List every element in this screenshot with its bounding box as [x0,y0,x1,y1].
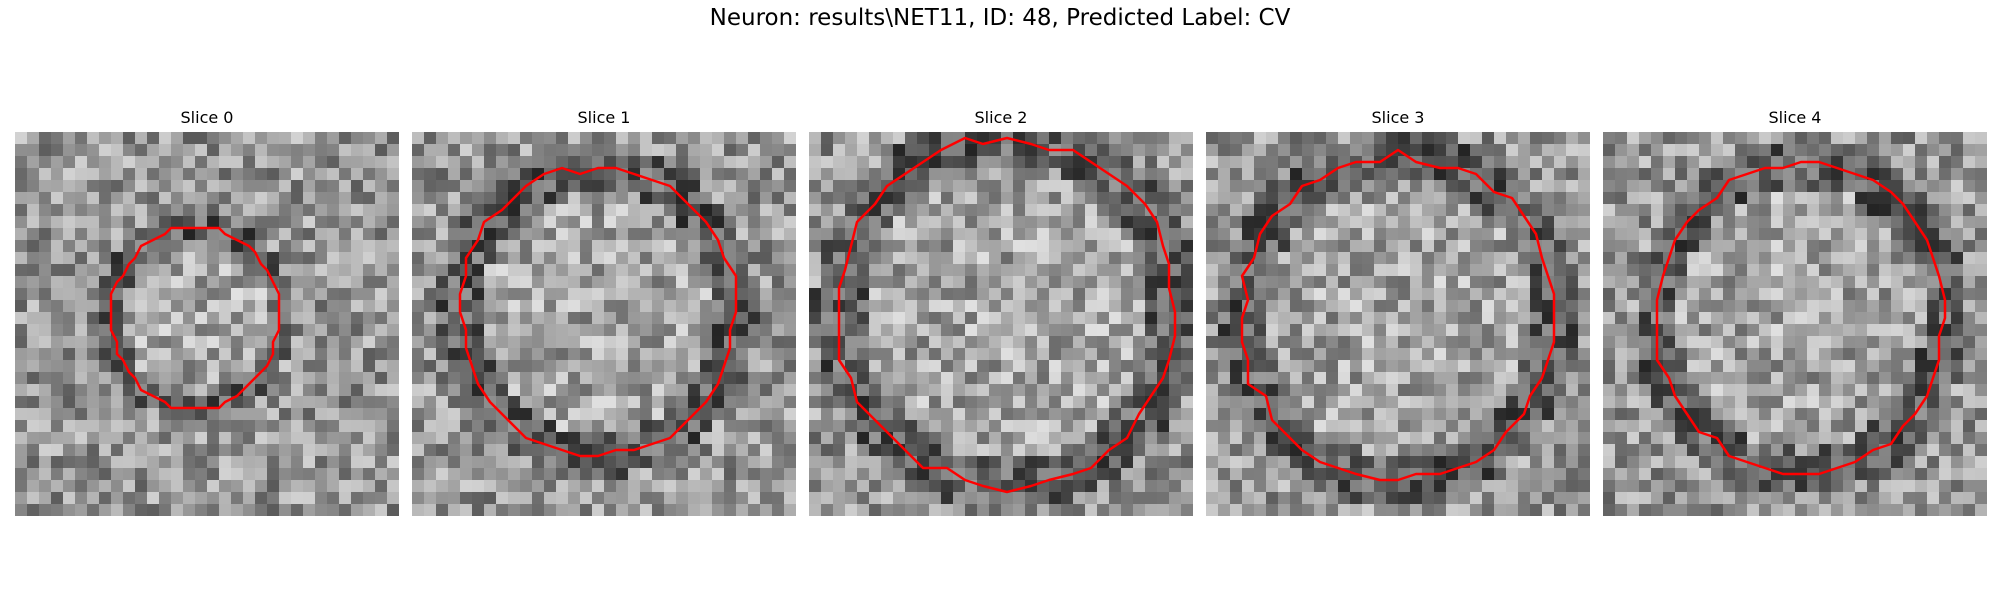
figure-title: Neuron: results\NET11, ID: 48, Predicted… [709,5,1291,31]
slice-0-contour [109,226,281,410]
slice-1-contour [458,166,738,458]
slice-image-3 [1206,132,1590,516]
slice-title-1: Slice 1 [577,108,631,127]
slice-panel-2: Slice 2 [809,108,1193,516]
slice-panel-1: Slice 1 [412,108,796,516]
slice-title-4: Slice 4 [1768,108,1822,127]
slice-image-0 [15,132,399,516]
slice-panel-4: Slice 4 [1603,108,1987,516]
slice-4-pixels [1603,132,1987,516]
slice-image-1 [412,132,796,516]
slice-title-0: Slice 0 [180,108,234,127]
slice-image-4 [1603,132,1987,516]
slice-2-contour [837,136,1177,494]
slice-image-2 [809,132,1193,516]
slice-1-pixels [412,132,796,516]
slice-2-pixels [809,132,1193,516]
slice-4-contour [1655,160,1947,476]
slice-3-pixels [1206,132,1590,516]
slice-title-2: Slice 2 [974,108,1028,127]
slice-title-3: Slice 3 [1371,108,1425,127]
slice-panel-3: Slice 3 [1206,108,1590,516]
slice-0-pixels [15,132,399,516]
slice-3-contour [1240,148,1556,482]
slice-panel-0: Slice 0 [15,108,399,516]
